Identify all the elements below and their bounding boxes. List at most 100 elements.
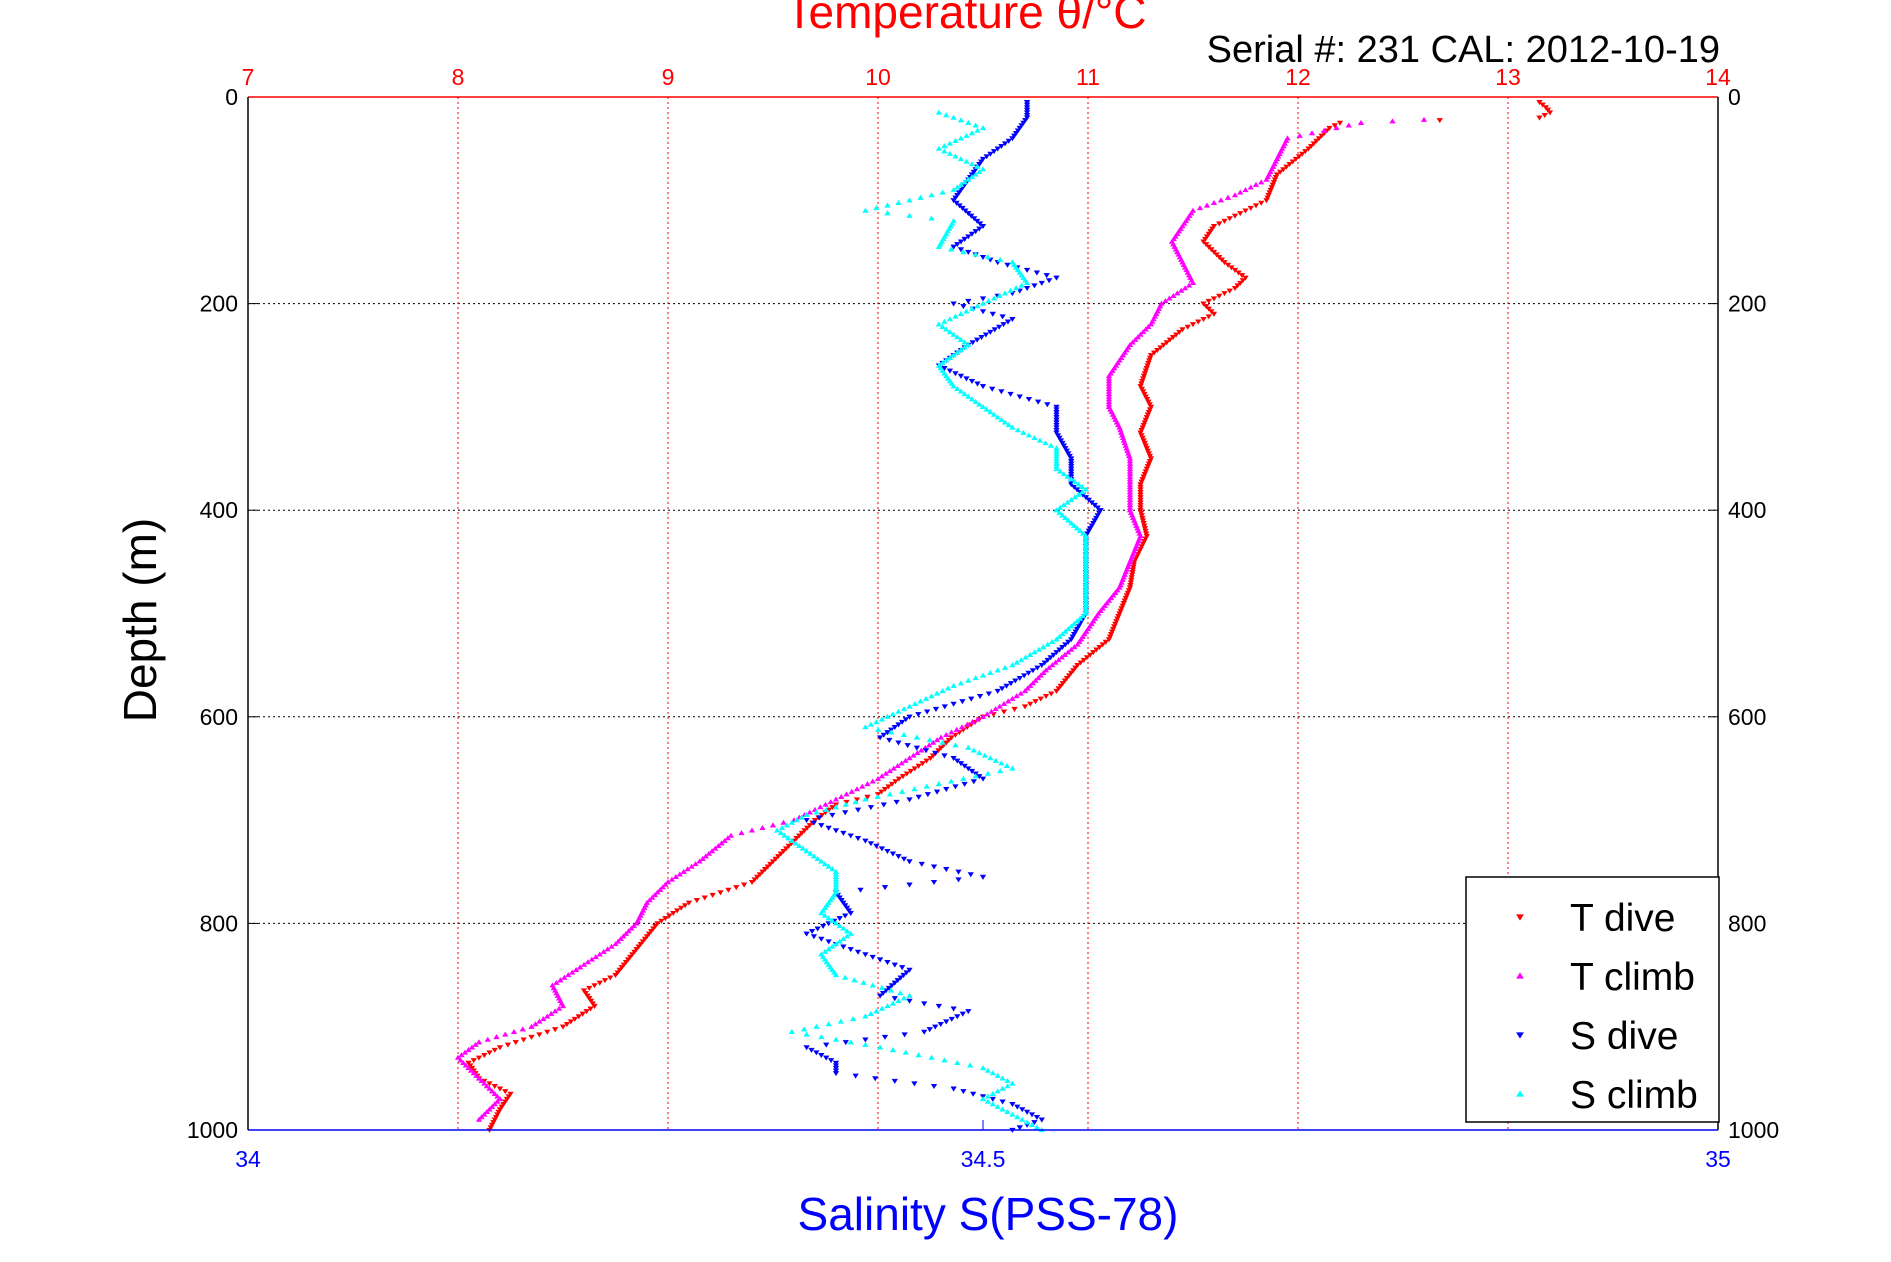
data-point (939, 323, 946, 329)
data-point (923, 783, 930, 789)
data-point (1208, 309, 1215, 315)
data-point (952, 195, 959, 201)
data-point (504, 1042, 512, 1048)
data-point (1141, 391, 1148, 397)
data-point (774, 827, 781, 833)
data-point (1270, 180, 1277, 186)
data-point (821, 861, 829, 867)
data-point (862, 1013, 869, 1019)
data-point (798, 830, 806, 836)
data-point (873, 719, 880, 725)
data-point (889, 711, 897, 717)
data-point (818, 936, 825, 942)
data-point (1023, 267, 1031, 273)
data-point (928, 1054, 935, 1060)
data-point (788, 837, 796, 843)
data-point (1027, 701, 1034, 707)
data-point (1105, 597, 1113, 603)
data-point (1074, 663, 1081, 669)
data-point (1075, 624, 1082, 630)
data-point (1035, 646, 1043, 652)
data-point (965, 677, 972, 683)
data-point (1031, 434, 1038, 441)
data-point (836, 895, 843, 901)
data-point (1009, 136, 1016, 142)
data-point (614, 970, 621, 976)
data-point (950, 301, 957, 307)
data-point (487, 1125, 494, 1131)
data-point (1231, 267, 1239, 273)
data-point (1147, 404, 1155, 410)
data-point (972, 675, 979, 681)
data-point (1331, 123, 1338, 129)
data-point (709, 892, 716, 898)
data-point (929, 753, 937, 759)
data-point (1076, 527, 1084, 533)
data-point (999, 314, 1006, 320)
series-t-climb (454, 116, 1428, 1122)
data-point (493, 1034, 500, 1040)
data-point (631, 949, 638, 955)
data-point (810, 820, 818, 826)
data-point (829, 866, 836, 872)
salinity-tick-label: 34 (235, 1146, 261, 1172)
data-point (576, 964, 584, 970)
data-point (528, 1023, 535, 1029)
data-point (819, 923, 827, 929)
data-point (961, 236, 968, 242)
data-point (862, 207, 869, 213)
data-point (854, 949, 862, 955)
data-point (891, 996, 898, 1002)
data-point (1137, 487, 1144, 493)
data-point (957, 311, 965, 317)
data-point (864, 794, 871, 800)
data-point (1070, 620, 1078, 626)
data-point (1047, 655, 1054, 661)
data-point (984, 770, 992, 776)
data-point (1173, 332, 1180, 338)
data-point (1065, 626, 1072, 632)
data-point (838, 793, 845, 799)
data-point (1009, 695, 1016, 701)
data-point (1310, 141, 1317, 147)
data-point (873, 205, 880, 211)
data-point (1137, 331, 1144, 337)
data-point (803, 812, 810, 818)
data-point (994, 688, 1001, 694)
data-point (939, 739, 946, 745)
data-point (911, 1081, 918, 1087)
data-point (891, 962, 898, 968)
data-point (1273, 172, 1281, 178)
data-point (803, 848, 810, 854)
depth-tick-label-right: 600 (1728, 704, 1766, 730)
data-point (1025, 432, 1033, 438)
data-point (461, 1049, 469, 1055)
data-point (1042, 667, 1050, 673)
data-point (952, 371, 959, 377)
data-point (954, 242, 961, 248)
data-point (881, 1034, 889, 1040)
data-point (488, 1088, 496, 1094)
data-point (475, 1055, 483, 1061)
data-point (1140, 520, 1147, 527)
data-point (935, 781, 943, 787)
data-point (968, 378, 976, 384)
data-point (1144, 412, 1151, 418)
data-point (889, 851, 897, 857)
data-point (582, 991, 589, 997)
data-point (1056, 509, 1063, 515)
data-point (923, 758, 930, 764)
data-point (946, 354, 954, 360)
data-point (483, 1109, 491, 1115)
data-point (955, 877, 962, 883)
data-point (915, 763, 922, 769)
data-point (465, 1060, 472, 1066)
data-point (1121, 598, 1128, 604)
data-point (1075, 491, 1082, 497)
data-point (965, 766, 972, 772)
data-point (473, 1072, 480, 1078)
data-point (1004, 1109, 1011, 1115)
data-point (559, 1003, 567, 1009)
data-point (862, 952, 869, 958)
data-point (972, 251, 979, 257)
